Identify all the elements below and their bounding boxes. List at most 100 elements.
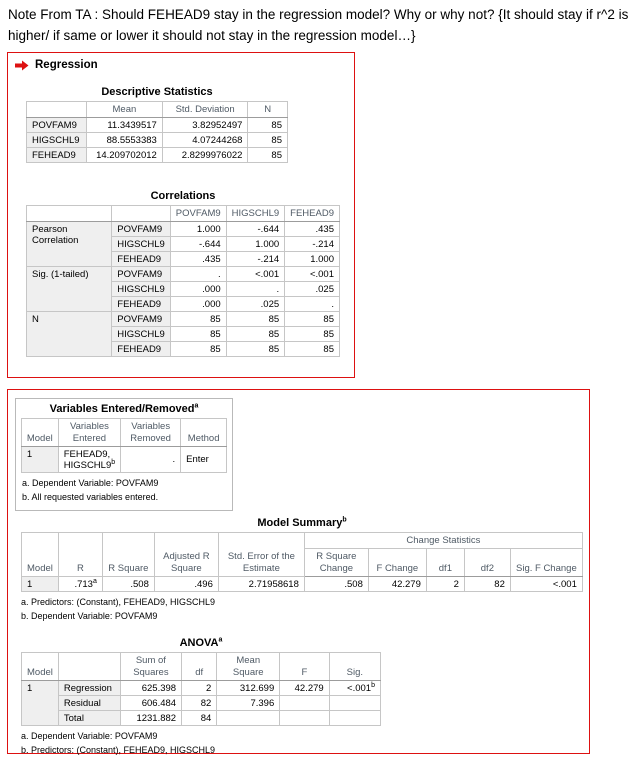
entered-line2: HIGSCHL9 — [63, 459, 112, 471]
r-superscript: a — [92, 577, 97, 585]
sig-value: <.001 — [347, 682, 372, 694]
row-label: HIGSCHL9 — [111, 280, 171, 297]
empty-cell — [328, 709, 382, 726]
empty-header-cell — [57, 652, 121, 681]
table-footnotes: a. Dependent Variable: POVFAM9 b. All re… — [22, 476, 228, 505]
empty-cell — [216, 709, 281, 726]
value-cell: 85 — [169, 340, 227, 357]
value-cell: 85 — [284, 310, 340, 327]
value-cell: -.644 — [169, 235, 227, 252]
value-cell: 2.8299976022 — [161, 146, 249, 163]
value-cell: 7.396 — [216, 694, 281, 711]
value-cell: 85 — [284, 340, 340, 357]
value-cell: 42.279 — [367, 575, 427, 592]
variables-removed-cell: . — [120, 445, 182, 473]
footnote-a: a. Dependent Variable: POVFAM9 — [22, 477, 159, 488]
value-cell: .508 — [303, 575, 369, 592]
empty-cell — [328, 694, 382, 711]
value-cell: 85 — [169, 325, 227, 342]
column-header-r: R — [57, 532, 103, 577]
value-cell: .025 — [225, 295, 286, 312]
variables-entered-removed-table: Model Variables Entered Variables Remove… — [20, 418, 228, 473]
value-cell: <.001 — [225, 265, 286, 282]
row-label: POVFAM9 — [111, 265, 171, 282]
row-label: HIGSCHL9 — [26, 131, 87, 148]
table-row: 1 Regression 625.398 2 312.699 42.279 <.… — [21, 679, 382, 726]
row-group-label: Sig. (1-tailed) — [25, 265, 113, 312]
table-header-row: R Square Change F Change df1 df2 Sig. F … — [22, 547, 583, 577]
regression-output-section: Regression Descriptive Statistics Mean S… — [7, 52, 355, 378]
value-cell: <.001 — [284, 265, 340, 282]
descriptive-statistics-block: Descriptive Statistics Mean Std. Deviati… — [26, 86, 288, 163]
column-header-mean: Mean — [85, 101, 163, 118]
column-header-povfam9: POVFAM9 — [169, 205, 227, 222]
column-header-mean-square: Mean Square — [216, 652, 281, 681]
table-row: 1 FEHEAD9, HIGSCHL9b . Enter — [20, 445, 228, 473]
value-cell: 14.209702012 — [85, 146, 163, 163]
table-row: Sig. (1-tailed) POVFAM9 . <.001 <.001 — [25, 265, 340, 312]
row-label: FEHEAD9 — [111, 250, 171, 267]
table-row: FEHEAD9 85 85 85 — [27, 340, 340, 357]
correlations-block: Correlations POVFAM9 HIGSCHL9 FEHEAD9 Pe… — [25, 190, 340, 357]
title-superscript: a — [194, 402, 199, 410]
column-header-variables-removed: Variables Removed — [120, 418, 182, 447]
value-cell-sig: <.001b — [328, 679, 382, 696]
title-superscript: b — [342, 516, 347, 524]
sig-superscript: b — [371, 681, 375, 689]
table-row: FEHEAD9 14.209702012 2.8299976022 85 — [26, 146, 288, 163]
column-header-model: Model — [20, 418, 59, 447]
value-cell: 82 — [463, 575, 511, 592]
row-label: FEHEAD9 — [111, 295, 171, 312]
table-row: Total 1231.882 84 — [22, 709, 382, 726]
empty-header-cell — [111, 205, 171, 222]
model-number-cell: 1 — [21, 679, 59, 726]
model-output-section: Variables Entered/Removeda Model Variabl… — [7, 389, 590, 756]
correlations-table: POVFAM9 HIGSCHL9 FEHEAD9 Pearson Correla… — [25, 205, 340, 357]
value-cell-r: .713a — [57, 575, 103, 592]
column-header-r-square: R Square — [101, 532, 155, 577]
row-label: Regression — [57, 679, 121, 696]
column-header-adjusted-r-square: Adjusted R Square — [153, 532, 219, 577]
column-header-sig: Sig. — [328, 652, 382, 681]
value-cell: 4.07244268 — [161, 131, 249, 148]
value-cell: -.214 — [225, 250, 286, 267]
value-cell: 2 — [425, 575, 465, 592]
column-header-method: Method — [180, 418, 228, 447]
value-cell: <.001 — [509, 575, 583, 592]
column-header-model: Model — [21, 652, 59, 681]
value-cell: -.644 — [225, 220, 286, 237]
value-cell: . — [284, 295, 340, 312]
row-label: Residual — [57, 694, 121, 711]
value-cell: 1.000 — [169, 220, 227, 237]
value-cell: 85 — [284, 325, 340, 342]
footnote-a: a. Predictors: (Constant), FEHEAD9, HIGS… — [21, 596, 216, 607]
value-cell: 3.82952497 — [161, 116, 249, 133]
model-number-cell: 1 — [20, 445, 59, 473]
column-header-df: df — [181, 652, 218, 681]
anova-table: Model Sum of Squares df Mean Square F Si… — [21, 652, 382, 726]
table-row: HIGSCHL9 88.5553383 4.07244268 85 — [26, 131, 288, 148]
empty-header-cell — [26, 101, 87, 118]
regression-heading-label: Regression — [35, 59, 98, 71]
value-cell: 85 — [225, 340, 286, 357]
value-cell: 1.000 — [284, 250, 340, 267]
value-cell: 85 — [225, 310, 286, 327]
column-header-r-square-change: R Square Change — [303, 547, 369, 577]
value-cell: 11.3439517 — [85, 116, 163, 133]
table-row: Pearson Correlation POVFAM9 1.000 -.644 … — [25, 220, 340, 267]
value-cell: 84 — [181, 709, 218, 726]
table-header-row: POVFAM9 HIGSCHL9 FEHEAD9 — [25, 205, 340, 222]
footnote-b: b. All requested variables entered. — [22, 492, 159, 503]
column-header-sum-of-squares: Sum of Squares — [119, 652, 183, 681]
value-cell: 85 — [169, 310, 227, 327]
table-row: HIGSCHL9 .000 . .025 — [27, 280, 340, 297]
row-label: FEHEAD9 — [111, 340, 171, 357]
empty-header-cell — [25, 205, 113, 222]
footnote-b: b. Dependent Variable: POVFAM9 — [21, 611, 158, 622]
value-cell: 85 — [225, 325, 286, 342]
column-header-model: Model — [21, 532, 59, 577]
title-text: Model Summary — [257, 517, 343, 529]
column-header-std-error: Std. Error of the Estimate — [217, 532, 305, 577]
footnote-b: b. Predictors: (Constant), FEHEAD9, HIGS… — [21, 745, 216, 756]
row-label: HIGSCHL9 — [111, 325, 171, 342]
